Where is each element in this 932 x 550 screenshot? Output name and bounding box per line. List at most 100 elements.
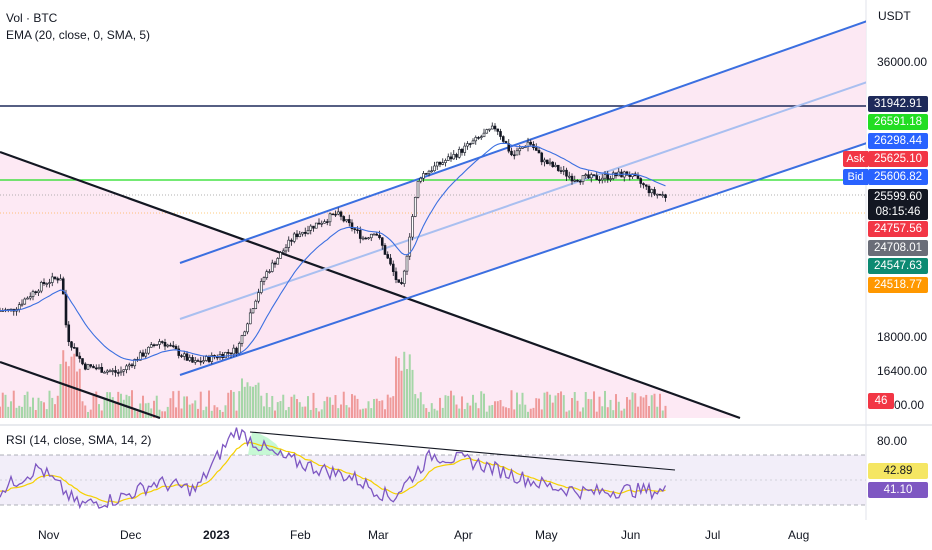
volume-bar — [411, 369, 414, 418]
volume-bar — [73, 353, 76, 418]
volume-bar — [417, 398, 419, 418]
descending-channel-upper[interactable] — [0, 150, 741, 420]
volume-bar — [166, 406, 169, 418]
candle-body — [312, 225, 315, 229]
volume-bar — [392, 396, 395, 418]
volume-bar — [274, 410, 276, 418]
candle-body — [320, 222, 324, 225]
volume-bar — [469, 405, 472, 418]
candle-body — [600, 177, 604, 181]
volume-bar — [10, 401, 12, 418]
candle-body — [111, 370, 115, 372]
candle-body — [584, 174, 588, 176]
candle-body — [193, 360, 197, 363]
candle-body — [243, 331, 247, 336]
volume-bar — [23, 394, 26, 418]
candle-body — [108, 370, 112, 373]
candle-body — [554, 164, 557, 167]
volume-bar — [153, 400, 155, 418]
candle-body — [367, 237, 370, 240]
candle-body — [103, 371, 106, 374]
symbol-legend[interactable]: Vol · BTC — [6, 11, 58, 25]
candle-body — [240, 335, 244, 344]
price-tag-26591: 26591.18 — [868, 114, 928, 130]
volume-bar — [122, 399, 125, 418]
x-tick-label: Aug — [788, 528, 809, 542]
x-tick-label: Dec — [120, 528, 141, 542]
candle-body — [171, 345, 175, 347]
ascending-channel-mid[interactable] — [179, 81, 870, 320]
rsi-trendline[interactable] — [249, 431, 676, 471]
candle-body — [34, 291, 38, 294]
volume-bar — [560, 391, 562, 418]
candle-body — [94, 367, 98, 370]
candle-body — [452, 154, 456, 160]
candle-body — [375, 233, 379, 236]
candle-body — [232, 347, 236, 355]
candle-body — [61, 278, 65, 295]
ascending-channel-upper[interactable] — [179, 20, 870, 264]
candle-body — [268, 271, 271, 273]
candle-body — [419, 177, 423, 182]
volume-bar — [318, 411, 320, 418]
volume-bar — [444, 395, 447, 418]
volume-bar — [353, 395, 356, 418]
candle-body — [265, 271, 269, 278]
candle-body — [383, 245, 387, 255]
volume-bar — [342, 391, 345, 418]
volume-bar — [362, 408, 364, 418]
volume-bar — [34, 410, 37, 418]
ascending-channel-lower[interactable] — [179, 142, 870, 376]
volume-bar — [521, 392, 524, 418]
volume-bar — [499, 400, 502, 418]
volume-bar — [169, 398, 172, 418]
candle-body — [191, 357, 194, 363]
volume-bar — [268, 407, 271, 418]
volume-bar — [219, 409, 221, 418]
volume-bar — [571, 398, 573, 418]
volume-bar — [337, 408, 340, 418]
candle-body — [636, 175, 640, 179]
volume-bar — [661, 410, 664, 418]
candle-body — [31, 291, 35, 297]
candle-body — [23, 298, 27, 305]
volume-bar — [202, 410, 205, 418]
volume-bar — [158, 409, 161, 418]
candle-body — [339, 211, 343, 217]
descending-channel-lower[interactable] — [0, 360, 161, 420]
candle-body — [270, 262, 274, 272]
candle-body — [661, 194, 665, 197]
volume-bar — [45, 409, 48, 418]
price-tag-24757: 24757.56 — [868, 221, 928, 237]
candle-body — [411, 216, 414, 238]
volume-bar — [78, 368, 81, 418]
candle-body — [479, 136, 483, 139]
volume-bar — [373, 399, 375, 418]
candle-body — [64, 293, 68, 326]
volume-bar — [320, 409, 323, 418]
rsi-legend[interactable]: RSI (14, close, SMA, 14, 2) — [6, 433, 152, 447]
volume-bar — [485, 411, 488, 418]
volume-bar — [257, 382, 260, 418]
volume-bar — [584, 392, 587, 418]
volume-bar — [494, 401, 496, 418]
candle-body — [75, 347, 79, 357]
ema-legend[interactable]: EMA (20, close, 0, SMA, 5) — [6, 28, 151, 42]
candle-body — [468, 143, 472, 145]
volume-bar — [617, 401, 620, 418]
volume-bar — [194, 400, 197, 418]
candle-body — [625, 171, 629, 176]
volume-bar — [461, 396, 463, 418]
candle-body — [53, 276, 57, 279]
volume-bar — [598, 396, 601, 418]
candle-body — [89, 364, 93, 367]
candle-body — [163, 341, 167, 347]
volume-bar — [386, 394, 389, 418]
volume-bar — [631, 392, 634, 418]
candle-body — [37, 290, 40, 294]
price-tag-24518: 24518.77 — [868, 277, 928, 293]
candle-body — [284, 247, 288, 252]
candle-body — [581, 175, 585, 182]
candle-body — [587, 174, 590, 179]
